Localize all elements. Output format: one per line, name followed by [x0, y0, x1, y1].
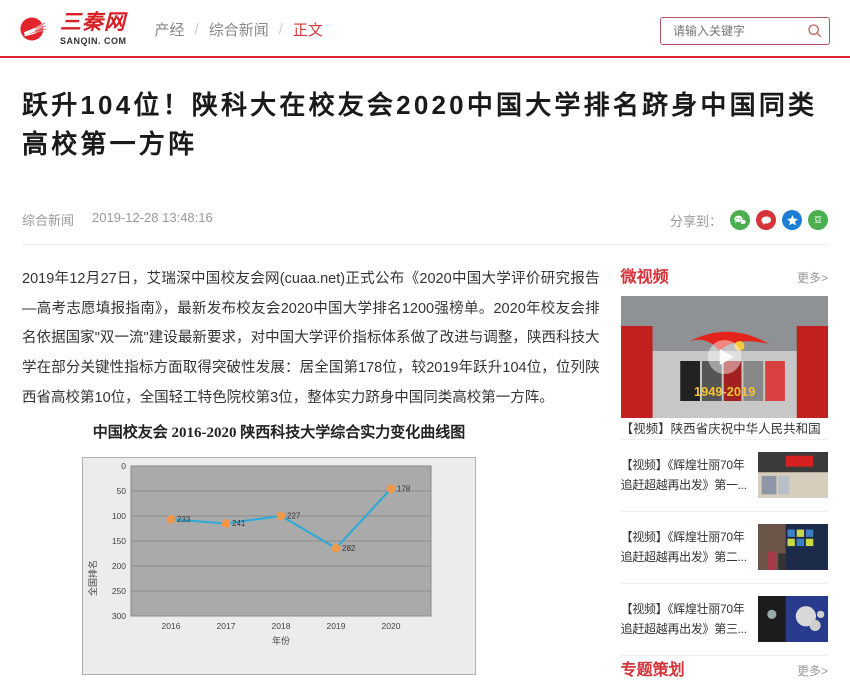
- svg-text:300: 300: [112, 611, 126, 621]
- svg-text:0: 0: [121, 461, 126, 471]
- svg-text:241: 241: [232, 519, 246, 528]
- svg-text:282: 282: [342, 544, 356, 553]
- svg-text:150: 150: [112, 536, 126, 546]
- svg-text:2016: 2016: [162, 621, 181, 631]
- svg-text:200: 200: [112, 561, 126, 571]
- svg-text:100: 100: [112, 511, 126, 521]
- svg-text:年份: 年份: [272, 635, 290, 646]
- svg-text:全国排名: 全国排名: [87, 560, 98, 596]
- svg-text:2018: 2018: [272, 621, 291, 631]
- svg-text:227: 227: [287, 511, 301, 520]
- svg-text:2019: 2019: [327, 621, 346, 631]
- svg-text:2017: 2017: [217, 621, 236, 631]
- svg-text:250: 250: [112, 586, 126, 596]
- svg-text:豆: 豆: [814, 216, 822, 225]
- svg-text:1949-2019: 1949-2019: [694, 384, 755, 399]
- svg-text:2020: 2020: [382, 621, 401, 631]
- svg-text:178: 178: [397, 484, 411, 493]
- svg-text:50: 50: [117, 486, 127, 496]
- svg-text:233: 233: [177, 515, 191, 524]
